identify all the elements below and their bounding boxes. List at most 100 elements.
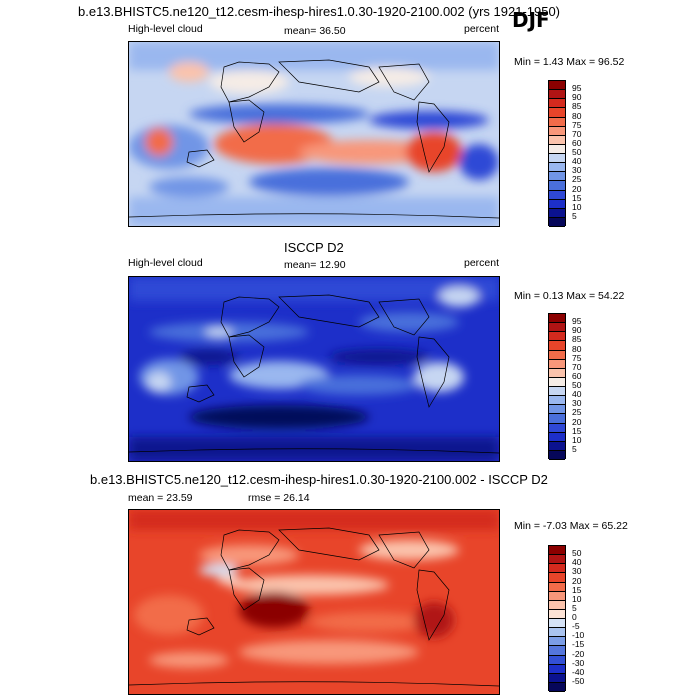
colorbar-tick-label: -30 (572, 657, 585, 668)
panel2-title: ISCCP D2 (284, 240, 344, 255)
panel2-map (128, 276, 500, 462)
colorbar-swatch (549, 600, 565, 610)
colorbar-tick-label: -5 (572, 621, 580, 632)
colorbar-tick-label: 25 (572, 174, 582, 185)
panel3-mean: mean = 23.59 (128, 492, 193, 504)
colorbar-swatch (549, 396, 565, 406)
colorbar-swatch (549, 163, 565, 173)
colorbar-tick-label: 30 (572, 165, 582, 176)
colorbar-swatch (549, 673, 565, 683)
colorbar-swatch (549, 217, 565, 227)
colorbar-swatch (549, 90, 565, 100)
season-label: DJF (512, 8, 550, 32)
panel2-colorbar (548, 313, 566, 460)
colorbar-swatch (549, 190, 565, 200)
colorbar-swatch (549, 628, 565, 638)
colorbar-tick-label: 95 (572, 83, 582, 94)
colorbar-swatch (549, 99, 565, 109)
colorbar-swatch (549, 332, 565, 342)
colorbar-tick-label: 90 (572, 92, 582, 103)
colorbar-tick-label: 15 (572, 584, 582, 595)
colorbar-swatch (549, 135, 565, 145)
panel3-title: b.e13.BHISTC5.ne120_t12.cesm-ihesp-hires… (90, 472, 548, 487)
panel1-units: percent (464, 23, 500, 35)
panel1-map (128, 41, 500, 227)
colorbar-tick-label: 0 (572, 612, 577, 622)
colorbar-swatch (549, 172, 565, 182)
colorbar-swatch (549, 181, 565, 191)
colorbar-swatch (549, 664, 565, 674)
colorbar-swatch (549, 573, 565, 583)
colorbar-swatch (549, 619, 565, 629)
colorbar-swatch (549, 609, 565, 619)
colorbar-tick-label: 95 (572, 316, 582, 327)
colorbar-tick-label: 20 (572, 575, 582, 586)
colorbar-tick-label: 40 (572, 557, 582, 568)
colorbar-swatch (549, 144, 565, 154)
colorbar-swatch (549, 323, 565, 333)
panel2-left-label: High-level cloud (128, 257, 203, 269)
colorbar-tick-label: 75 (572, 119, 582, 130)
colorbar-tick-label: 10 (572, 434, 582, 445)
colorbar-tick-label: 20 (572, 416, 582, 427)
colorbar-swatch (549, 377, 565, 387)
colorbar-tick-label: 85 (572, 334, 582, 345)
colorbar-tick-label: 60 (572, 137, 582, 148)
colorbar-swatch (549, 591, 565, 601)
colorbar-tick-label: 50 (572, 380, 582, 390)
panel3-map (128, 509, 500, 695)
colorbar-tick-label: -10 (572, 630, 585, 641)
colorbar-tick-label: 50 (572, 147, 582, 157)
colorbar-swatch (549, 646, 565, 656)
colorbar-swatch (549, 208, 565, 218)
panel2-mean: mean= 12.90 (284, 259, 346, 271)
colorbar-tick-label: 40 (572, 156, 582, 167)
colorbar-swatch (549, 350, 565, 360)
colorbar-tick-label: 15 (572, 192, 582, 203)
colorbar-tick-label: -40 (572, 666, 585, 677)
colorbar-tick-label: 60 (572, 370, 582, 381)
colorbar-tick-label: 80 (572, 110, 582, 121)
colorbar-tick-label: 10 (572, 201, 582, 212)
colorbar-swatch (549, 441, 565, 451)
panel1-mean: mean= 36.50 (284, 25, 346, 37)
colorbar-tick-label: 5 (572, 602, 577, 613)
colorbar-tick-label: 20 (572, 183, 582, 194)
colorbar-tick-label: 80 (572, 343, 582, 354)
colorbar-swatch (549, 341, 565, 351)
colorbar-swatch (549, 405, 565, 415)
colorbar-swatch (549, 117, 565, 127)
colorbar-swatch (549, 81, 565, 91)
colorbar-tick-label: 40 (572, 389, 582, 400)
panel1-field (129, 42, 499, 226)
colorbar-tick-label: 10 (572, 593, 582, 604)
colorbar-swatch (549, 368, 565, 378)
colorbar-tick-label: 5 (572, 210, 577, 221)
panel1-left-label: High-level cloud (128, 23, 203, 35)
colorbar-tick-label: -15 (572, 639, 585, 650)
colorbar-swatch (549, 682, 565, 692)
panel1-colorbar (548, 80, 566, 227)
colorbar-swatch (549, 546, 565, 556)
panel1-title: b.e13.BHISTC5.ne120_t12.cesm-ihesp-hires… (78, 4, 561, 19)
colorbar-swatch (549, 637, 565, 647)
panel1-minmax: Min = 1.43 Max = 96.52 (514, 56, 625, 68)
colorbar-tick-label: 85 (572, 101, 582, 112)
colorbar-swatch (549, 655, 565, 665)
panel3-field (129, 510, 499, 694)
colorbar-swatch (549, 154, 565, 164)
colorbar-tick-label: 70 (572, 361, 582, 372)
colorbar-swatch (549, 555, 565, 565)
colorbar-tick-label: 25 (572, 407, 582, 418)
panel3-rmse: rmse = 26.14 (248, 492, 310, 504)
colorbar-tick-label: -50 (572, 675, 585, 686)
colorbar-tick-label: 15 (572, 425, 582, 436)
panel3-colorbar (548, 545, 566, 692)
colorbar-tick-label: 70 (572, 128, 582, 139)
colorbar-swatch (549, 359, 565, 369)
colorbar-tick-label: 50 (572, 548, 582, 559)
colorbar-tick-label: 30 (572, 566, 582, 577)
colorbar-swatch (549, 432, 565, 442)
colorbar-tick-label: 30 (572, 398, 582, 409)
colorbar-swatch (549, 108, 565, 118)
